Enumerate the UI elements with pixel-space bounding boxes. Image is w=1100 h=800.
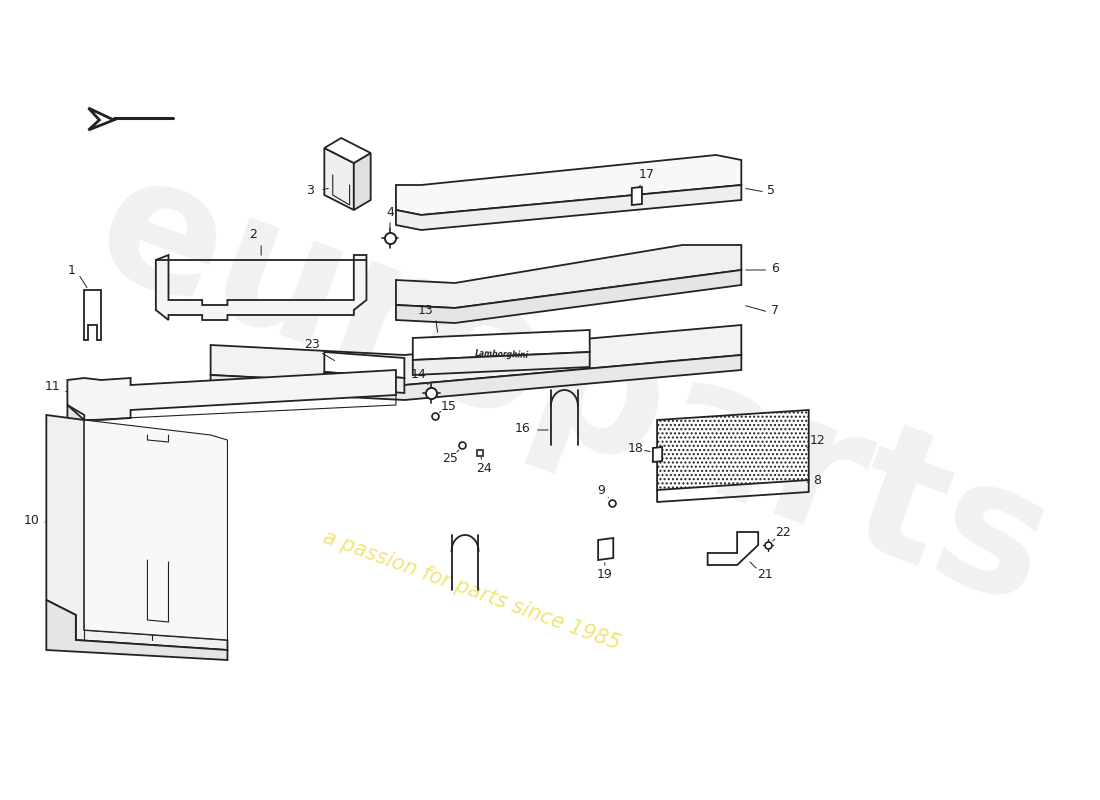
Text: 21: 21: [757, 569, 773, 582]
Text: 4: 4: [386, 206, 394, 218]
Polygon shape: [657, 410, 808, 490]
Polygon shape: [707, 532, 758, 565]
Text: 12: 12: [810, 434, 825, 446]
Polygon shape: [156, 255, 366, 320]
Text: 22: 22: [776, 526, 791, 539]
Polygon shape: [67, 370, 396, 420]
Text: Lamborghini: Lamborghini: [475, 349, 529, 359]
Text: 17: 17: [639, 169, 654, 182]
Polygon shape: [67, 405, 85, 432]
Text: europarts: europarts: [74, 137, 1071, 643]
Text: 6: 6: [771, 262, 779, 274]
Polygon shape: [653, 447, 662, 462]
Polygon shape: [396, 270, 741, 323]
Text: 24: 24: [476, 462, 493, 474]
Text: 5: 5: [767, 183, 774, 197]
Polygon shape: [631, 187, 642, 205]
Polygon shape: [46, 600, 228, 660]
Polygon shape: [46, 415, 228, 650]
Text: 15: 15: [440, 399, 456, 413]
Polygon shape: [210, 325, 741, 385]
Polygon shape: [396, 185, 741, 230]
Text: 9: 9: [597, 483, 605, 497]
Text: 23: 23: [304, 338, 320, 351]
Text: 10: 10: [24, 514, 40, 526]
Polygon shape: [412, 352, 590, 375]
Text: 13: 13: [418, 303, 433, 317]
Polygon shape: [324, 352, 405, 378]
Text: 11: 11: [44, 381, 60, 394]
Polygon shape: [396, 155, 741, 215]
Polygon shape: [324, 372, 405, 393]
Polygon shape: [324, 148, 354, 210]
Text: 18: 18: [627, 442, 644, 454]
Polygon shape: [88, 108, 113, 130]
Text: 25: 25: [442, 451, 458, 465]
Text: 8: 8: [813, 474, 822, 486]
Polygon shape: [324, 138, 371, 163]
Polygon shape: [210, 355, 741, 400]
Polygon shape: [396, 245, 741, 308]
Polygon shape: [412, 330, 590, 360]
Polygon shape: [598, 538, 614, 560]
Text: 3: 3: [306, 183, 313, 197]
Text: 16: 16: [515, 422, 530, 434]
Polygon shape: [85, 420, 228, 640]
Text: 2: 2: [249, 229, 256, 242]
Text: a passion for parts since 1985: a passion for parts since 1985: [320, 526, 624, 654]
Text: 19: 19: [597, 569, 613, 582]
Polygon shape: [354, 153, 371, 210]
Text: 1: 1: [68, 263, 76, 277]
Text: 7: 7: [771, 303, 779, 317]
Text: 14: 14: [410, 369, 427, 382]
Polygon shape: [85, 290, 101, 340]
